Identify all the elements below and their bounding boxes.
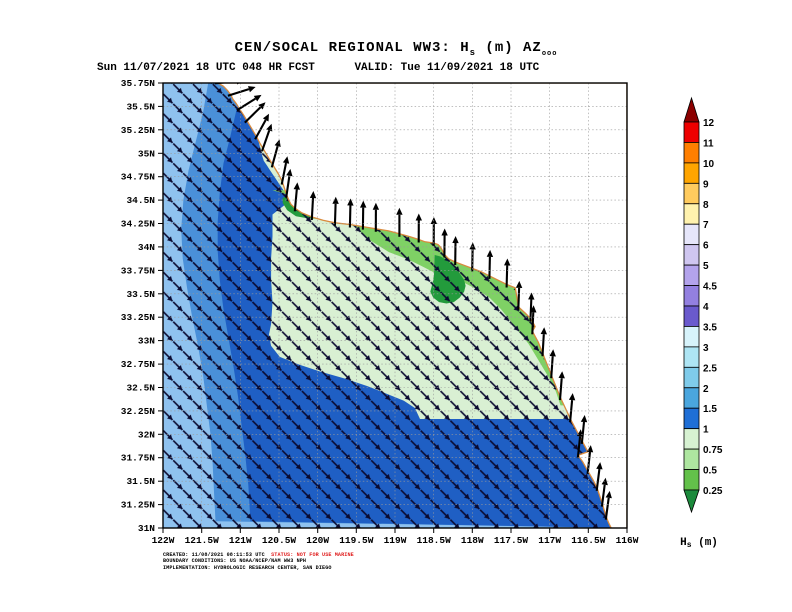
svg-text:120.5W: 120.5W: [262, 535, 297, 546]
svg-text:121.5W: 121.5W: [185, 535, 220, 546]
svg-text:32.75N: 32.75N: [121, 359, 156, 370]
svg-text:7: 7: [703, 220, 709, 231]
svg-text:34N: 34N: [138, 242, 155, 253]
svg-text:33.75N: 33.75N: [121, 265, 156, 276]
svg-text:119.5W: 119.5W: [339, 535, 374, 546]
svg-text:9: 9: [703, 179, 709, 190]
svg-text:Hs (m): Hs (m): [680, 537, 718, 550]
svg-text:33.25N: 33.25N: [121, 312, 156, 323]
svg-text:35.25N: 35.25N: [121, 125, 156, 136]
svg-text:31N: 31N: [138, 523, 155, 534]
svg-text:119W: 119W: [384, 535, 407, 546]
svg-text:0.75: 0.75: [703, 445, 723, 456]
svg-text:118.5W: 118.5W: [417, 535, 452, 546]
svg-text:32N: 32N: [138, 429, 155, 440]
svg-text:11: 11: [703, 138, 714, 149]
svg-text:31.5N: 31.5N: [126, 476, 155, 487]
svg-text:32.25N: 32.25N: [121, 406, 156, 417]
svg-text:33N: 33N: [138, 336, 155, 347]
svg-text:8: 8: [703, 200, 709, 211]
svg-text:35.5N: 35.5N: [126, 101, 155, 112]
svg-text:10: 10: [703, 159, 715, 170]
svg-text:3: 3: [703, 343, 709, 354]
svg-text:118W: 118W: [461, 535, 484, 546]
svg-text:6: 6: [703, 241, 709, 252]
svg-text:2.5: 2.5: [703, 363, 717, 374]
svg-text:34.25N: 34.25N: [121, 219, 156, 230]
svg-text:3.5: 3.5: [703, 322, 717, 333]
svg-text:0.25: 0.25: [703, 486, 723, 497]
svg-text:2: 2: [703, 384, 709, 395]
svg-text:5: 5: [703, 261, 709, 272]
svg-text:117.5W: 117.5W: [494, 535, 529, 546]
svg-text:116.5W: 116.5W: [571, 535, 606, 546]
svg-text:4: 4: [703, 302, 709, 313]
svg-text:117W: 117W: [538, 535, 561, 546]
svg-text:12: 12: [703, 118, 715, 129]
svg-text:1: 1: [703, 425, 709, 436]
svg-text:33.5N: 33.5N: [126, 289, 155, 300]
svg-text:34.5N: 34.5N: [126, 195, 155, 206]
svg-text:121W: 121W: [229, 535, 252, 546]
svg-text:116W: 116W: [616, 535, 639, 546]
svg-text:35.75N: 35.75N: [121, 78, 156, 89]
svg-text:31.75N: 31.75N: [121, 453, 156, 464]
svg-text:35N: 35N: [138, 148, 155, 159]
svg-text:122W: 122W: [152, 535, 175, 546]
svg-text:34.75N: 34.75N: [121, 172, 156, 183]
svg-text:120W: 120W: [306, 535, 329, 546]
svg-text:1.5: 1.5: [703, 404, 717, 415]
svg-text:31.25N: 31.25N: [121, 500, 156, 511]
svg-text:4.5: 4.5: [703, 282, 717, 293]
svg-text:0.5: 0.5: [703, 466, 717, 477]
svg-text:32.5N: 32.5N: [126, 383, 155, 394]
